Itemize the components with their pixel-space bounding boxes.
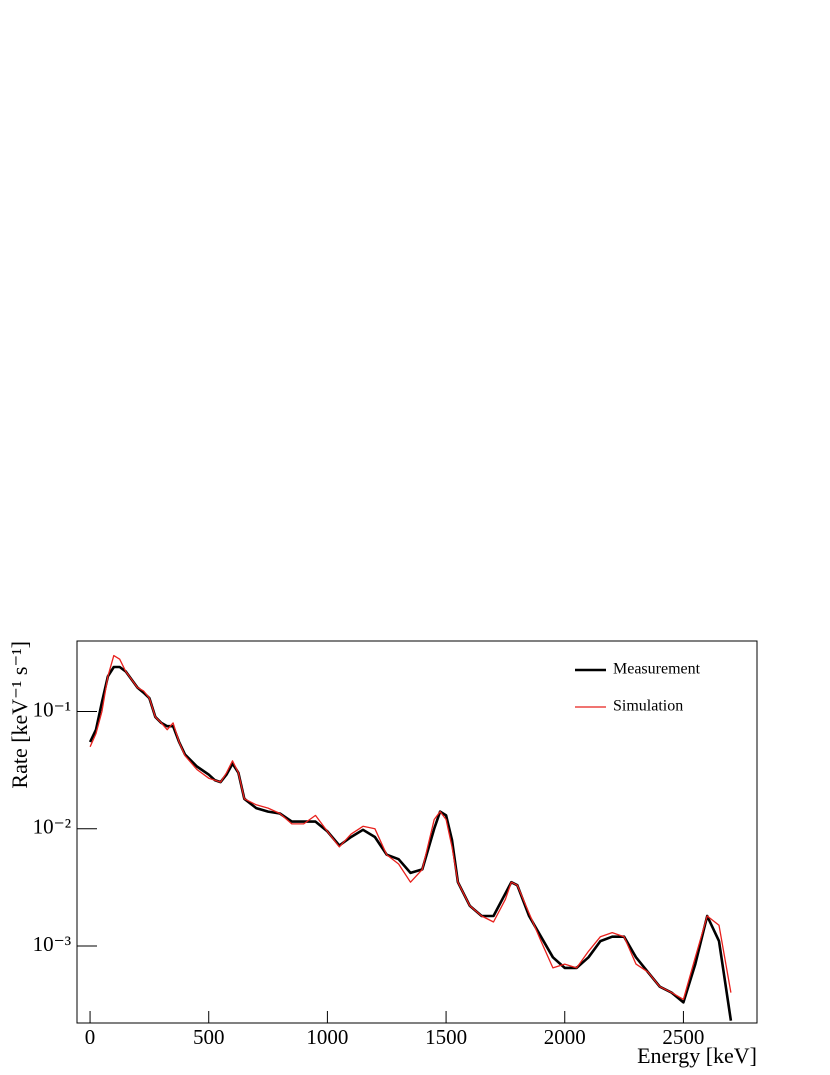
x-tick-label: 2500	[662, 1025, 704, 1049]
y-tick-label: 10⁻²	[33, 815, 71, 839]
x-tick-label: 2000	[544, 1025, 586, 1049]
y-tick-label: 10⁻¹	[33, 697, 71, 721]
x-axis-label: Energy [keV]	[637, 1043, 757, 1068]
x-tick-label: 1000	[306, 1025, 348, 1049]
y-axis-label: Rate [keV⁻¹ s⁻¹]	[7, 641, 32, 789]
y-tick-label: 10⁻³	[33, 932, 71, 956]
legend-label: Simulation	[613, 698, 683, 715]
x-tick-label: 0	[85, 1025, 96, 1049]
series-line	[89, 654, 732, 1001]
legend-label: Measurement	[613, 661, 701, 678]
x-tick-label: 1500	[425, 1025, 467, 1049]
plot-frame	[76, 640, 758, 1024]
x-tick-label: 500	[193, 1025, 225, 1049]
